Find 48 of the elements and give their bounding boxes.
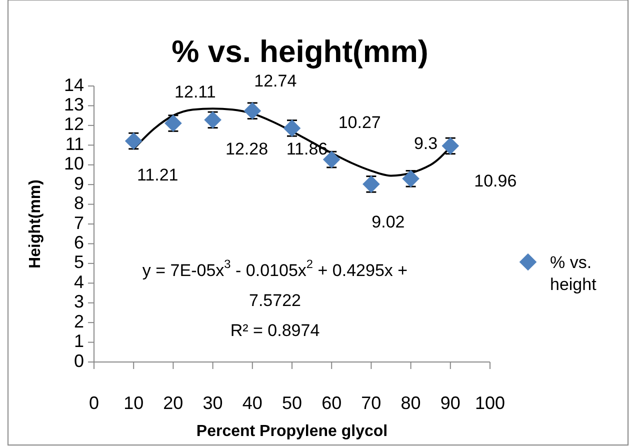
y-tick-label: 9: [74, 173, 84, 194]
point: [244, 102, 262, 120]
y-tick-label: 10: [64, 154, 84, 174]
point: [204, 111, 222, 129]
point: [362, 176, 380, 193]
y-tick-label: 11: [65, 134, 84, 154]
x-tick-label: 10: [124, 392, 144, 413]
x-tick-label: 80: [400, 392, 421, 413]
point: [164, 114, 182, 132]
y-tick-label: 14: [64, 74, 84, 95]
legend-label: % vs. height: [550, 253, 597, 294]
y-tick-label: 6: [74, 232, 84, 252]
annotation: R² = 0.8974: [230, 321, 320, 340]
y-axis-title: Height(mm): [27, 180, 44, 268]
y-tick-label: 3: [74, 292, 84, 312]
data-label: 11.21: [136, 165, 178, 184]
data-label: 12.11: [174, 82, 216, 102]
y-tick-label: 4: [74, 272, 84, 292]
chart-title: % vs. height(mm): [172, 34, 428, 69]
y-tick-label: 13: [64, 94, 84, 114]
y-tick-label: 0: [74, 350, 84, 371]
x-tick-label: 0: [88, 392, 100, 413]
y-tick-label: 8: [74, 193, 84, 214]
point: [402, 170, 420, 188]
x-tick-label: 70: [361, 392, 382, 413]
annotation: y = 7E-05x$^{3}$ - 0.0105x$^{2}$ + 0.4295x + 7.5722: [142, 257, 408, 310]
data-label: 9.3: [414, 134, 438, 154]
x-tick-label: 20: [163, 392, 184, 413]
data-label: 10.96: [474, 171, 517, 190]
data-label: 12.28: [226, 139, 268, 158]
point: [442, 137, 460, 155]
data-label: 12.74: [254, 71, 297, 90]
data-label: 9.02: [372, 212, 405, 232]
x-tick-label: 40: [242, 392, 262, 413]
y-tick-label: 12: [64, 114, 84, 134]
y-tick-label: 1: [74, 331, 84, 352]
point: [124, 132, 142, 150]
y-tick-label: 5: [74, 252, 84, 272]
x-tick-label: 100: [474, 392, 506, 413]
data-label: 10.27: [338, 113, 381, 132]
x-tick-label: 50: [282, 392, 302, 413]
x-tick-label: 30: [202, 392, 223, 413]
point: [283, 120, 301, 137]
y-tick-label: 7: [74, 212, 84, 233]
y-tick-label: 2: [74, 311, 84, 332]
x-tick-label: 90: [440, 392, 460, 413]
x-axis-title: Percent Propylene glycol: [196, 423, 388, 440]
x-tick-label: 60: [322, 392, 342, 413]
